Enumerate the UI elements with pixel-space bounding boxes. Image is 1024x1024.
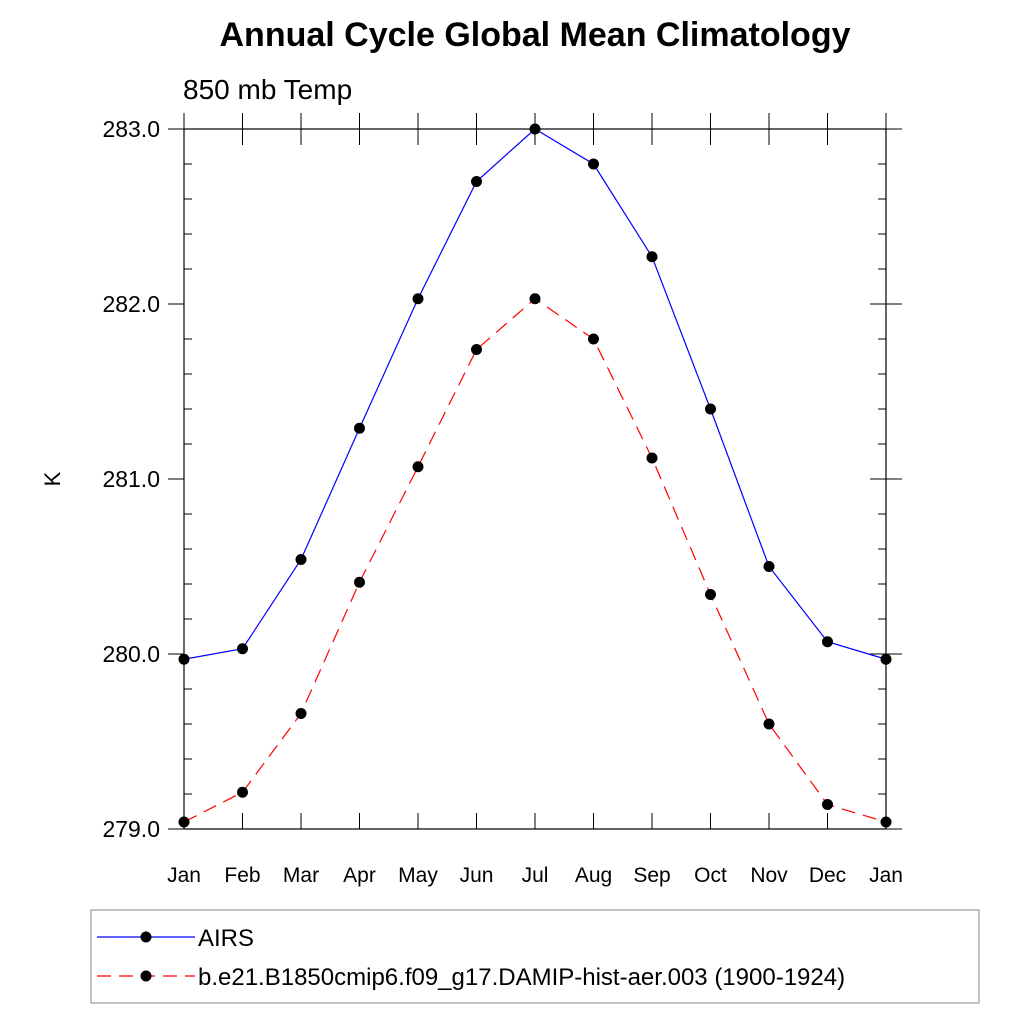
data-point bbox=[178, 816, 190, 828]
legend-box bbox=[90, 909, 980, 1004]
data-point bbox=[295, 554, 307, 565]
data-point bbox=[295, 708, 307, 719]
x-tick-labels: Jan Feb Mar Apr May Jun Jul Aug Sep Oct Nov Dec Jan bbox=[167, 864, 903, 887]
data-point bbox=[178, 653, 190, 665]
x-tick-label: Jan bbox=[167, 864, 201, 887]
y-tick-label: 281.0 bbox=[102, 466, 160, 492]
x-tick-label: Jan bbox=[869, 864, 903, 887]
data-point bbox=[354, 576, 365, 588]
data-point bbox=[880, 816, 892, 828]
x-tick-label: Dec bbox=[809, 864, 846, 887]
y-tick-label: 279.0 bbox=[102, 816, 160, 842]
x-tick-label: Jun bbox=[460, 864, 494, 887]
data-point bbox=[412, 293, 424, 305]
data-point bbox=[237, 786, 248, 798]
data-point bbox=[763, 718, 775, 730]
legend-label-2: b.e21.B1850cmip6.f09_g17.DAMIP-hist-aer.… bbox=[198, 964, 845, 991]
chart-subtitle: 850 mb Temp bbox=[183, 74, 352, 105]
data-point bbox=[822, 799, 833, 810]
series-line-2 bbox=[183, 297, 887, 823]
data-point bbox=[880, 653, 892, 665]
x-tick-label: Mar bbox=[283, 864, 319, 887]
data-point bbox=[588, 158, 599, 170]
data-point bbox=[412, 461, 424, 473]
data-point bbox=[763, 561, 775, 572]
data-point bbox=[471, 176, 482, 187]
legend-label-1: AIRS bbox=[198, 925, 254, 952]
data-point bbox=[471, 344, 482, 355]
data-point bbox=[646, 251, 658, 263]
x-tick-label: Aug bbox=[575, 864, 612, 887]
x-tick-label: Nov bbox=[750, 864, 788, 887]
plot-frame bbox=[183, 128, 887, 830]
data-point bbox=[529, 293, 541, 305]
y-axis-label: K bbox=[40, 471, 65, 486]
data-point bbox=[354, 422, 365, 434]
y-tick-label: 280.0 bbox=[102, 641, 160, 667]
x-tick-label: Sep bbox=[633, 864, 670, 887]
legend: AIRS b.e21.B1850cmip6.f09_g17.DAMIP-hist-… bbox=[90, 909, 980, 1004]
data-point bbox=[529, 123, 541, 135]
x-tick-label: Apr bbox=[343, 864, 376, 887]
x-tick-label: Oct bbox=[694, 864, 727, 887]
axis-ticks bbox=[168, 113, 902, 830]
data-point bbox=[237, 643, 248, 655]
y-tick-label: 283.0 bbox=[102, 116, 160, 142]
y-tick-label: 282.0 bbox=[102, 291, 160, 317]
data-point bbox=[822, 636, 833, 648]
series-line-1 bbox=[183, 128, 887, 660]
x-tick-label: Jul bbox=[522, 864, 549, 887]
y-tick-labels: 279.0 280.0 281.0 282.0 283.0 bbox=[102, 116, 160, 842]
chart-title: Annual Cycle Global Mean Climatology bbox=[220, 16, 851, 54]
data-point bbox=[646, 452, 658, 464]
x-tick-label: May bbox=[398, 864, 438, 887]
data-point bbox=[588, 333, 599, 345]
data-point bbox=[705, 403, 716, 415]
data-point bbox=[705, 589, 716, 600]
legend-marker-1 bbox=[140, 931, 152, 943]
x-tick-label: Feb bbox=[224, 864, 260, 887]
legend-marker-2 bbox=[140, 970, 152, 982]
series-layer bbox=[178, 123, 892, 828]
